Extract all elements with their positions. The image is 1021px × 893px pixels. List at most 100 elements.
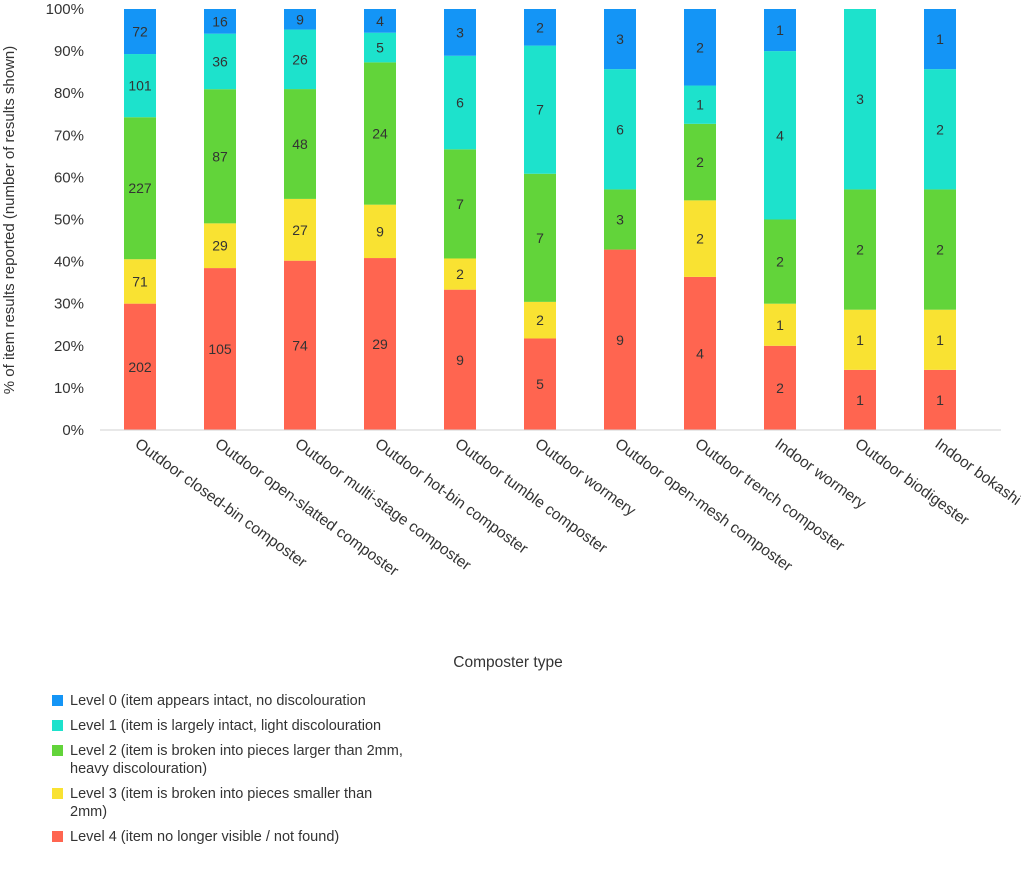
y-tick-label: 100%	[46, 1, 84, 18]
data-label: 4	[696, 345, 704, 361]
bar-segment-level-1	[844, 9, 876, 190]
bar-segment-level-3	[444, 258, 476, 290]
plot-area: 2027122710172105298736167427482692992454…	[124, 9, 956, 430]
bar-segment-level-1	[124, 54, 156, 118]
data-label: 2	[936, 121, 944, 137]
data-label: 1	[936, 31, 944, 47]
bar-segment-level-2	[204, 89, 236, 224]
x-axis-title: Composter type	[453, 654, 562, 671]
bar-segment-level-0	[684, 9, 716, 86]
data-label: 27	[292, 222, 308, 238]
data-label: 3	[616, 31, 624, 47]
bar-segment-level-1	[924, 69, 956, 190]
data-label: 72	[132, 24, 148, 40]
data-label: 101	[128, 78, 152, 94]
data-label: 2	[696, 231, 704, 247]
bar-segment-level-1	[684, 85, 716, 124]
legend-item-level-0: Level 0 (item appears intact, no discolo…	[52, 692, 412, 710]
bar-segment-level-0	[364, 9, 396, 33]
data-label: 2	[536, 312, 544, 328]
stacked-bar-chart: 0%10%20%30%40%50%60%70%80%90%100% 202712…	[1, 1, 1021, 671]
bar-segment-level-1	[524, 45, 556, 174]
data-label: 4	[376, 13, 384, 29]
bar-segment-level-1	[364, 32, 396, 63]
bar-segment-level-2	[604, 189, 636, 250]
legend-item-level-4: Level 4 (item no longer visible / not fo…	[52, 828, 412, 846]
bar-segment-level-1	[444, 55, 476, 150]
bar-segment-level-3	[284, 198, 316, 261]
data-label: 74	[292, 337, 308, 353]
y-axis-title: % of item results reported (number of re…	[1, 46, 18, 394]
data-label: 87	[212, 148, 228, 164]
data-label: 105	[208, 341, 232, 357]
legend-item-level-1: Level 1 (item is largely intact, light d…	[52, 717, 412, 735]
x-tick-label: Outdoor trench composter	[692, 435, 848, 555]
bar-segment-level-3	[364, 204, 396, 259]
data-label: 9	[456, 352, 464, 368]
bar-segment-level-4	[524, 338, 556, 430]
legend-label-level-2: Level 2 (item is broken into pieces larg…	[70, 743, 403, 777]
data-label: 2	[856, 242, 864, 258]
legend-swatch-level-2	[52, 745, 63, 756]
data-label: 16	[212, 13, 228, 29]
bar-segment-level-4	[204, 268, 236, 430]
y-tick-label: 40%	[54, 254, 84, 271]
data-label: 3	[616, 212, 624, 228]
bar-segment-level-2	[924, 189, 956, 310]
x-tick-label: Outdoor hot-bin composter	[372, 435, 531, 557]
data-label: 5	[536, 376, 544, 392]
data-label: 9	[296, 11, 304, 27]
bar-segment-level-0	[204, 9, 236, 34]
data-label: 24	[372, 126, 388, 142]
x-tick-label: Outdoor closed-bin composter	[132, 435, 310, 571]
bar-segment-level-2	[284, 89, 316, 199]
legend-label-level-3: Level 3 (item is broken into pieces smal…	[70, 786, 373, 820]
data-label: 3	[456, 24, 464, 40]
bar-segment-level-4	[444, 289, 476, 430]
bar-segment-level-3	[844, 309, 876, 370]
data-label: 1	[936, 392, 944, 408]
bar-segment-level-1	[604, 69, 636, 190]
bar-segment-level-0	[444, 9, 476, 56]
bar-segment-level-0	[284, 9, 316, 30]
bar-segment-level-3	[684, 200, 716, 277]
data-label: 1	[776, 317, 784, 333]
bar-segment-level-2	[764, 219, 796, 304]
y-tick-label: 90%	[54, 43, 84, 60]
data-label: 2	[456, 266, 464, 282]
bar-segment-level-1	[204, 33, 236, 90]
bar-segment-level-4	[764, 345, 796, 430]
data-label: 3	[856, 91, 864, 107]
bar-segment-level-2	[124, 117, 156, 260]
bar-segment-level-2	[844, 189, 876, 310]
bar-segment-level-1	[284, 29, 316, 90]
y-axis: 0% 10% 20% 30% 40% 50% 60% 70% 80% 90% 100%	[46, 1, 84, 439]
data-label: 6	[456, 95, 464, 111]
bar-segment-level-4	[364, 258, 396, 430]
bar-segment-level-0	[604, 9, 636, 70]
y-tick-label: 80%	[54, 85, 84, 102]
data-label: 1	[856, 332, 864, 348]
legend-swatch-level-3	[52, 788, 63, 799]
data-label: 1	[776, 22, 784, 38]
data-label: 71	[132, 273, 148, 289]
bar-segment-level-4	[604, 249, 636, 430]
legend-swatch-level-4	[52, 831, 63, 842]
data-label: 9	[376, 223, 384, 239]
y-tick-label: 20%	[54, 338, 84, 355]
data-label: 6	[616, 121, 624, 137]
data-label: 202	[128, 359, 152, 375]
data-label: 48	[292, 136, 308, 152]
y-tick-label: 60%	[54, 169, 84, 186]
bar-segment-level-2	[684, 123, 716, 201]
data-label: 7	[536, 230, 544, 246]
data-label: 26	[292, 51, 308, 67]
bar-segment-level-2	[524, 173, 556, 302]
bar-segment-level-0	[124, 9, 156, 55]
data-label: 5	[376, 40, 384, 56]
data-label: 1	[936, 332, 944, 348]
bar-segment-level-1	[764, 51, 796, 220]
legend-item-level-2: Level 2 (item is broken into pieces larg…	[52, 742, 412, 778]
